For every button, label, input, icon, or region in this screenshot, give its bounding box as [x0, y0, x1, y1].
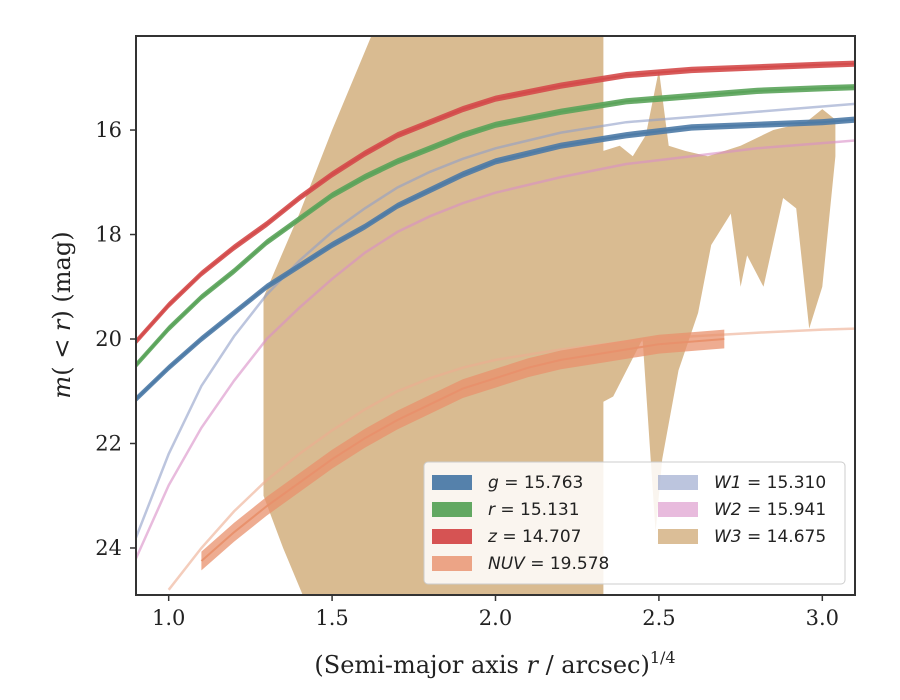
w2-curve	[136, 139, 855, 559]
w3-region	[263, 36, 836, 595]
x-tick-label: 2.5	[642, 606, 675, 630]
legend-swatch	[658, 475, 698, 490]
y-axis-label: m( < r) (mag)	[48, 231, 76, 398]
legend: g = 15.763 r = 15.131 z = 14.707 NUV = 19.5…	[423, 461, 846, 585]
x-tick-label: 1.0	[152, 606, 185, 630]
y-tick-label: 22	[95, 431, 122, 455]
y-tick-label: 18	[95, 223, 122, 247]
legend-item-r: r = 15.131	[432, 500, 580, 520]
r-curve	[136, 86, 855, 366]
legend-item-w3: W3 = 14.675	[658, 527, 826, 547]
y-tick-label: 20	[95, 327, 122, 351]
legend-item-g: g = 15.763	[432, 473, 583, 493]
legend-swatch	[658, 529, 698, 544]
x-tick-label: 1.5	[315, 606, 348, 630]
legend-label: W1 = 15.310	[714, 473, 826, 493]
x-axis: 1.0 1.5 2.0 2.5 3.0	[152, 595, 839, 630]
legend-item-w1: W1 = 15.310	[658, 473, 826, 493]
legend-label: r = 15.131	[488, 500, 580, 520]
y-tick-label: 24	[95, 536, 122, 560]
legend-swatch	[432, 475, 472, 490]
plot-area	[136, 36, 855, 595]
nuv-curve	[200, 338, 725, 562]
legend-swatch	[432, 556, 472, 571]
x-axis-label: (Semi-major axis r / arcsec)1/4	[314, 648, 675, 679]
legend-label: NUV = 19.578	[488, 554, 609, 574]
legend-label: W2 = 15.941	[714, 500, 826, 520]
x-tick-label: 3.0	[806, 606, 839, 630]
w1-curve	[136, 102, 855, 538]
legend-swatch	[432, 529, 472, 544]
x-tick-label: 2.0	[479, 606, 512, 630]
legend-label: g = 15.763	[488, 473, 583, 493]
y-tick-label: 16	[95, 118, 122, 142]
legend-label: z = 14.707	[487, 527, 581, 547]
z-curve	[136, 62, 855, 343]
legend-box	[423, 461, 846, 585]
g-curve	[136, 118, 855, 400]
legend-item-w2: W2 = 15.941	[658, 500, 826, 520]
legend-swatch	[658, 502, 698, 517]
y-axis: 16 18 20 22 24	[95, 118, 136, 560]
legend-swatch	[432, 502, 472, 517]
legend-item-nuv: NUV = 19.578	[432, 554, 609, 574]
legend-label: W3 = 14.675	[714, 527, 826, 547]
legend-item-z: z = 14.707	[432, 527, 581, 547]
